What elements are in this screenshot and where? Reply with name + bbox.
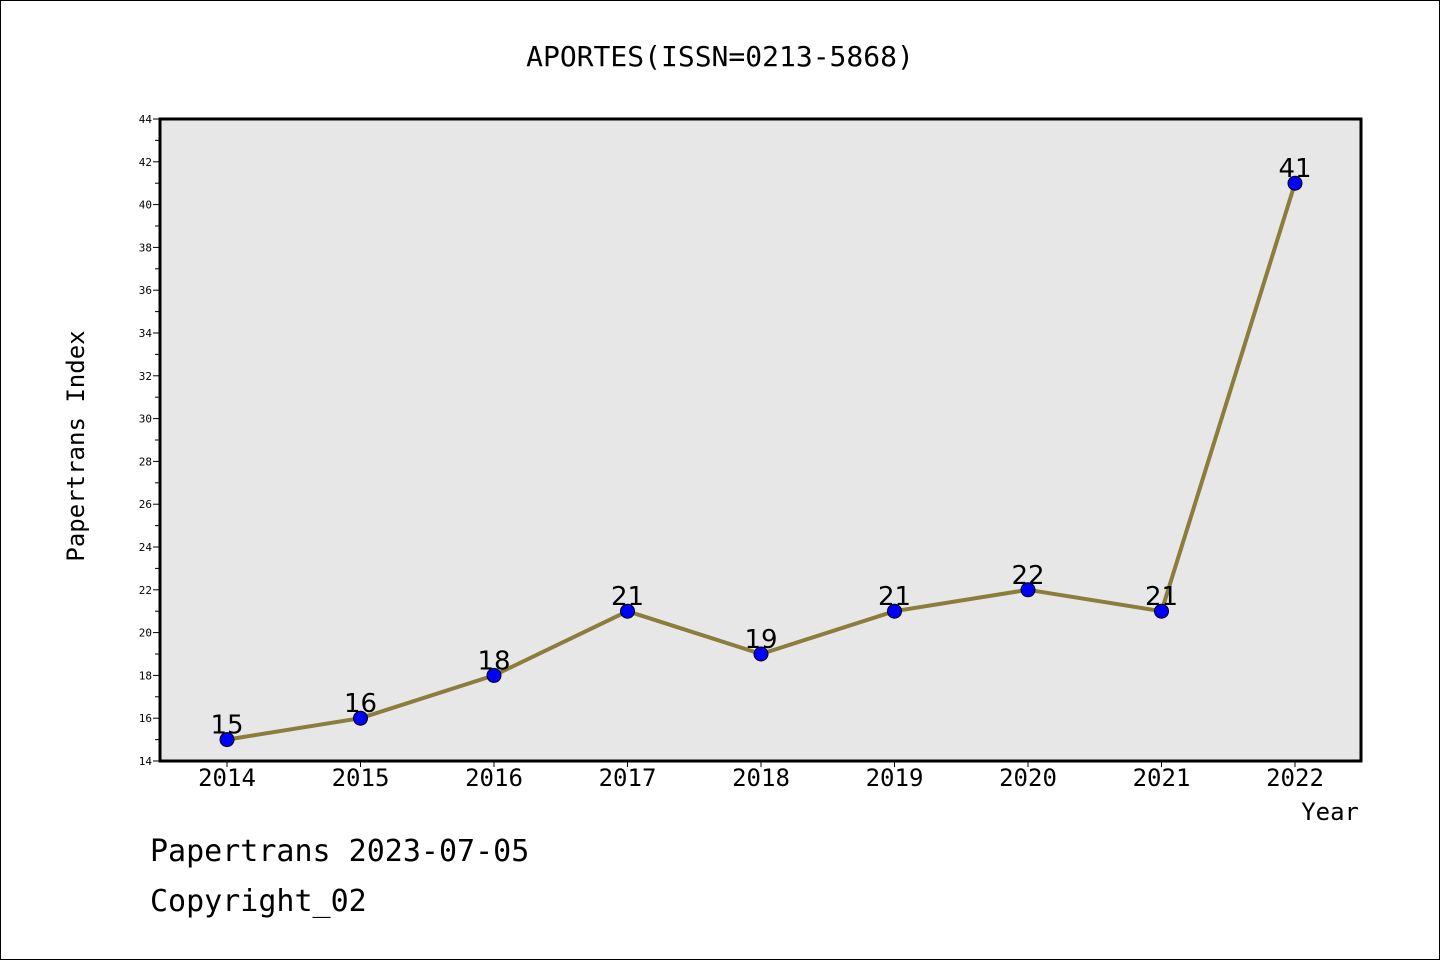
- x-axis: 2014 2015 2016 2017 2018 2019 2020 2021 2022: [198, 761, 1324, 792]
- data-point: [887, 603, 902, 619]
- y-tick-label: 26: [139, 498, 152, 511]
- data-label: 16: [344, 689, 377, 719]
- x-tick-label: 2017: [599, 764, 657, 792]
- y-axis-title: Papertrans Index: [62, 330, 90, 561]
- x-tick-label: 2016: [465, 764, 523, 792]
- y-tick-label: 24: [139, 541, 153, 554]
- plot-area: [158, 117, 1363, 763]
- chart-title: APORTES(ISSN=0213-5868): [526, 40, 914, 73]
- y-axis: 14 16 18 20 22 24 26 28 30 32 34 36 38 40 42 44: [139, 113, 160, 768]
- data-label: 22: [1011, 561, 1044, 591]
- data-point: [1154, 603, 1169, 619]
- data-point: [1020, 582, 1036, 598]
- data-point: [1287, 175, 1303, 191]
- x-tick-label: 2021: [1133, 764, 1191, 792]
- data-label: 21: [1145, 582, 1178, 612]
- y-tick-label: 20: [139, 627, 152, 640]
- y-tick-label: 42: [139, 156, 152, 169]
- y-tick-label: 32: [139, 370, 152, 383]
- x-tick-label: 2014: [198, 764, 256, 792]
- data-label: 21: [611, 582, 644, 612]
- data-point: [620, 603, 635, 619]
- y-tick-label: 18: [139, 669, 152, 682]
- x-tick-label: 2020: [999, 764, 1057, 792]
- data-point: [753, 646, 769, 662]
- data-point: [353, 710, 368, 726]
- series-layer: 15 16 18 21 19 21 22 21 41: [210, 154, 1312, 748]
- y-tick-label: 14: [139, 755, 153, 768]
- data-label: 18: [477, 646, 510, 676]
- y-tick-label: 22: [139, 584, 152, 597]
- y-tick-label: 34: [139, 327, 153, 340]
- data-label: 19: [744, 625, 777, 655]
- y-tick-label: 16: [139, 712, 152, 725]
- y-tick-label: 40: [139, 199, 152, 212]
- y-tick-label: 44: [139, 113, 153, 126]
- data-label: 41: [1278, 154, 1311, 184]
- data-label: 21: [878, 582, 911, 612]
- x-axis-title: Year: [1301, 798, 1359, 826]
- y-tick-label: 38: [139, 241, 152, 254]
- footer-copyright: Copyright_02: [150, 884, 367, 919]
- footer-date: Papertrans 2023-07-05: [150, 834, 530, 869]
- data-point: [486, 667, 502, 683]
- y-tick-label: 30: [139, 413, 152, 426]
- x-tick-label: 2019: [866, 764, 924, 792]
- x-tick-label: 2015: [332, 764, 390, 792]
- data-point: [219, 732, 235, 748]
- x-tick-label: 2018: [732, 764, 790, 792]
- x-tick-label: 2022: [1266, 764, 1324, 792]
- data-label: 15: [210, 711, 243, 741]
- y-tick-label: 36: [139, 284, 152, 297]
- y-tick-label: 28: [139, 455, 152, 468]
